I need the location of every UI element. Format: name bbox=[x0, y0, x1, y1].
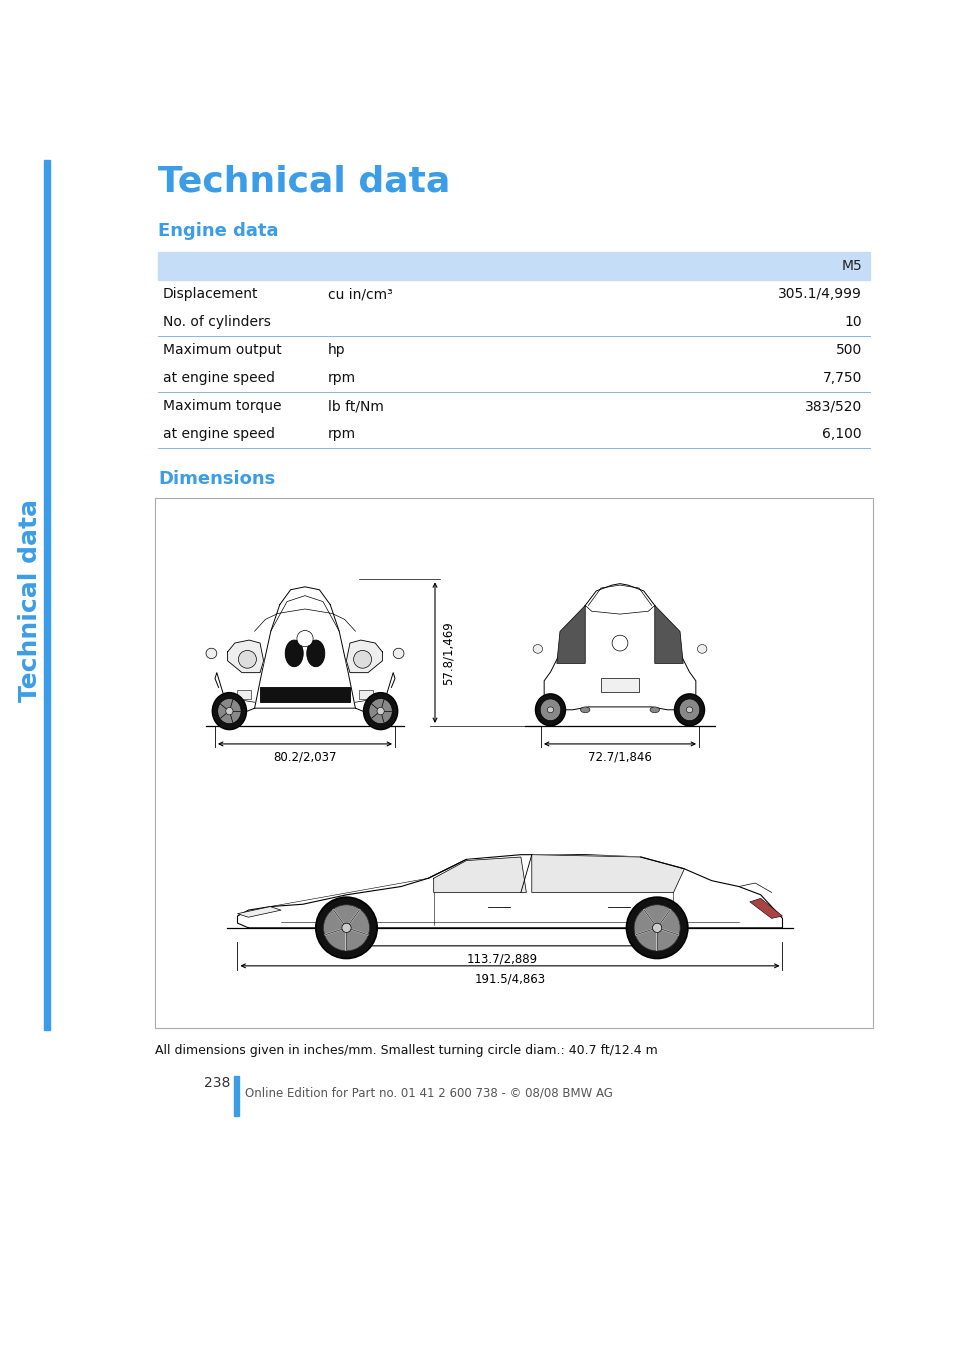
Ellipse shape bbox=[238, 651, 256, 668]
Text: Technical data: Technical data bbox=[158, 165, 450, 198]
Ellipse shape bbox=[547, 707, 553, 713]
Bar bbox=[260, 687, 350, 702]
Ellipse shape bbox=[217, 698, 241, 724]
Text: hp: hp bbox=[328, 343, 345, 356]
Ellipse shape bbox=[697, 644, 706, 653]
Circle shape bbox=[323, 904, 369, 950]
Bar bbox=[600, 678, 639, 693]
Text: 305.1/4,999: 305.1/4,999 bbox=[778, 288, 862, 301]
Text: rpm: rpm bbox=[328, 371, 355, 385]
Text: M5: M5 bbox=[841, 259, 862, 273]
Text: Maximum output: Maximum output bbox=[163, 343, 281, 356]
Ellipse shape bbox=[213, 693, 246, 729]
Ellipse shape bbox=[226, 707, 233, 714]
Text: No. of cylinders: No. of cylinders bbox=[163, 315, 271, 329]
Text: Technical data: Technical data bbox=[18, 498, 42, 702]
Polygon shape bbox=[557, 605, 584, 663]
Ellipse shape bbox=[579, 707, 589, 713]
Circle shape bbox=[341, 923, 351, 933]
Ellipse shape bbox=[307, 640, 324, 667]
Ellipse shape bbox=[369, 698, 392, 724]
Circle shape bbox=[612, 636, 627, 651]
Text: rpm: rpm bbox=[328, 427, 355, 441]
Polygon shape bbox=[531, 855, 683, 892]
Bar bbox=[233, 1076, 239, 1116]
Polygon shape bbox=[237, 855, 781, 927]
Text: Engine data: Engine data bbox=[158, 221, 278, 240]
Text: cu in/cm³: cu in/cm³ bbox=[328, 288, 393, 301]
Circle shape bbox=[634, 904, 679, 950]
Text: 7,750: 7,750 bbox=[821, 371, 862, 385]
Ellipse shape bbox=[533, 644, 542, 653]
Ellipse shape bbox=[674, 694, 704, 726]
Ellipse shape bbox=[363, 693, 397, 729]
Polygon shape bbox=[749, 898, 781, 918]
Text: Dimensions: Dimensions bbox=[158, 470, 275, 487]
Ellipse shape bbox=[649, 707, 659, 713]
Text: All dimensions given in inches/mm. Smallest turning circle diam.: 40.7 ft/12.4 m: All dimensions given in inches/mm. Small… bbox=[154, 1044, 657, 1057]
Text: Displacement: Displacement bbox=[163, 288, 258, 301]
Ellipse shape bbox=[354, 651, 372, 668]
Text: Online Edition for Part no. 01 41 2 600 738 - © 08/08 BMW AG: Online Edition for Part no. 01 41 2 600 … bbox=[245, 1085, 612, 1099]
Ellipse shape bbox=[539, 699, 560, 721]
Text: 113.7/2,889: 113.7/2,889 bbox=[466, 953, 537, 965]
Ellipse shape bbox=[393, 648, 403, 659]
Polygon shape bbox=[228, 640, 263, 672]
Circle shape bbox=[626, 898, 687, 958]
Text: Maximum torque: Maximum torque bbox=[163, 400, 281, 413]
Ellipse shape bbox=[679, 699, 700, 721]
Text: 10: 10 bbox=[843, 315, 862, 329]
Bar bbox=[154, 498, 872, 1027]
Text: 72.7/1,846: 72.7/1,846 bbox=[587, 751, 651, 764]
Bar bbox=[358, 690, 373, 699]
Text: lb ft/Nm: lb ft/Nm bbox=[328, 400, 383, 413]
Ellipse shape bbox=[376, 707, 384, 714]
Ellipse shape bbox=[206, 648, 216, 659]
Text: 383/520: 383/520 bbox=[804, 400, 862, 413]
Bar bbox=[44, 161, 50, 1030]
Polygon shape bbox=[654, 605, 682, 663]
Text: 80.2/2,037: 80.2/2,037 bbox=[273, 751, 336, 764]
Ellipse shape bbox=[685, 707, 692, 713]
Text: at engine speed: at engine speed bbox=[163, 427, 274, 441]
Text: 238: 238 bbox=[203, 1076, 230, 1089]
Circle shape bbox=[315, 898, 376, 958]
Polygon shape bbox=[346, 640, 382, 672]
Text: at engine speed: at engine speed bbox=[163, 371, 274, 385]
Ellipse shape bbox=[285, 640, 303, 667]
Ellipse shape bbox=[535, 694, 565, 726]
Text: 57.8/1,469: 57.8/1,469 bbox=[441, 621, 455, 684]
Polygon shape bbox=[237, 907, 281, 917]
Text: 191.5/4,863: 191.5/4,863 bbox=[474, 973, 545, 985]
Bar bbox=[236, 690, 251, 699]
Circle shape bbox=[652, 923, 661, 933]
Polygon shape bbox=[434, 857, 526, 892]
Bar bbox=[158, 252, 869, 279]
Circle shape bbox=[296, 630, 313, 647]
Text: 500: 500 bbox=[835, 343, 862, 356]
Text: 6,100: 6,100 bbox=[821, 427, 862, 441]
